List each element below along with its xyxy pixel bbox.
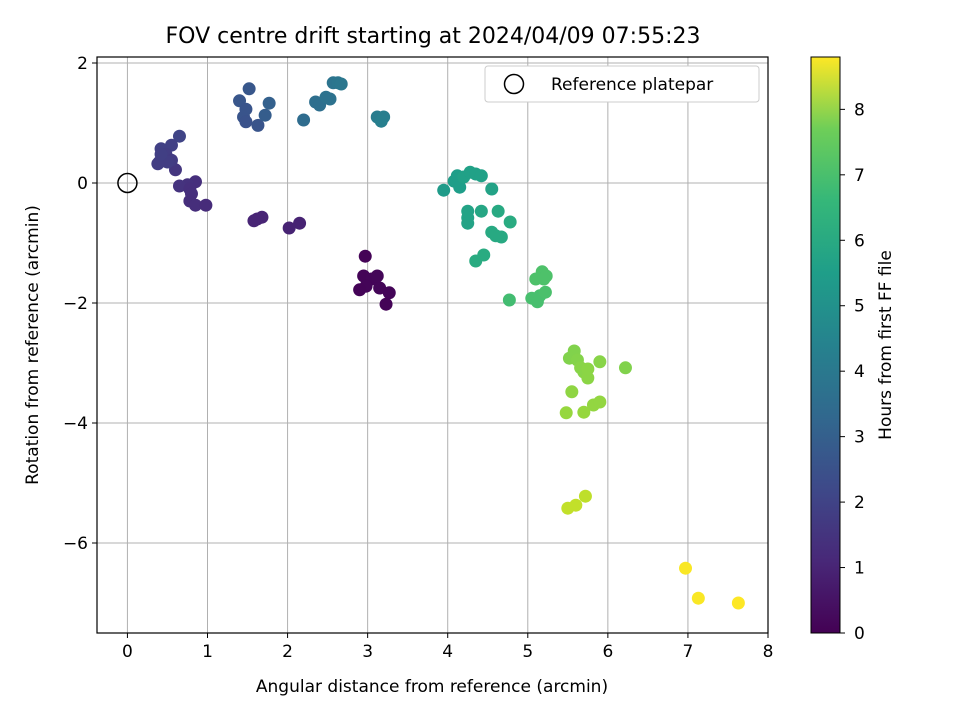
colorbar-bar xyxy=(810,56,841,634)
colorbar-tick-label: 0 xyxy=(854,624,865,644)
reference-platepar-marker xyxy=(117,172,138,194)
x-tick-label: 1 xyxy=(202,642,213,662)
scatter-points xyxy=(151,76,745,610)
y-tick-label: −6 xyxy=(63,534,88,554)
scatter-point xyxy=(593,355,607,369)
scatter-point xyxy=(262,96,276,110)
scatter-point xyxy=(502,293,516,307)
scatter-point xyxy=(172,129,186,143)
scatter-point xyxy=(382,286,396,300)
scatter-point xyxy=(154,147,168,161)
scatter-point xyxy=(437,183,451,197)
legend: Reference platepar xyxy=(484,65,760,103)
scatter-point xyxy=(538,285,552,299)
scatter-point xyxy=(370,269,384,283)
scatter-point xyxy=(593,395,607,409)
scatter-point xyxy=(561,501,575,515)
colorbar-tick-label: 5 xyxy=(854,297,865,317)
colorbar-tick-label: 4 xyxy=(854,362,865,382)
scatter-point xyxy=(188,198,202,212)
scatter-point xyxy=(494,230,508,244)
scatter-point xyxy=(247,214,261,228)
x-tick-label: 3 xyxy=(362,642,373,662)
legend-box xyxy=(484,65,760,103)
scatter-point xyxy=(353,283,367,297)
y-axis-label: Rotation from reference (arcmin) xyxy=(23,205,43,485)
colorbar-tick-label: 3 xyxy=(854,428,865,448)
colorbar-tick-label: 7 xyxy=(854,166,865,186)
x-tick-label: 5 xyxy=(522,642,533,662)
x-tick-label: 2 xyxy=(282,642,293,662)
scatter-point xyxy=(469,254,483,268)
scatter-point xyxy=(559,406,573,420)
colorbar-tick-label: 8 xyxy=(854,100,865,120)
scatter-point xyxy=(251,118,265,132)
colorbar-tick-label: 1 xyxy=(854,559,865,579)
colorbar-tick-label: 2 xyxy=(854,493,865,513)
scatter-point xyxy=(323,92,337,106)
y-tick-label: 0 xyxy=(77,174,88,194)
x-tick-label: 6 xyxy=(602,642,613,662)
scatter-point xyxy=(485,182,499,196)
scatter-point xyxy=(537,272,551,286)
scatter-point xyxy=(282,221,296,235)
colorbar-label: Hours from first FF file xyxy=(876,250,896,440)
scatter-point xyxy=(461,216,475,230)
scatter-point xyxy=(565,385,579,399)
x-axis-label: Angular distance from reference (arcmin) xyxy=(256,677,608,697)
scatter-point xyxy=(474,204,488,218)
scatter-point xyxy=(618,361,632,375)
scatter-point xyxy=(374,114,388,128)
scatter-point xyxy=(293,216,307,230)
scatter-point xyxy=(731,596,745,610)
scatter-point xyxy=(679,561,693,575)
scatter-point xyxy=(691,591,705,605)
scatter-point xyxy=(199,198,213,212)
colorbar-tick-label: 6 xyxy=(854,231,865,251)
scatter-point xyxy=(379,297,393,311)
chart-title: FOV centre drift starting at 2024/04/09 … xyxy=(166,24,701,49)
scatter-point xyxy=(239,115,253,129)
scatter-point xyxy=(578,489,592,503)
scatter-point xyxy=(581,371,595,385)
y-tick-label: −4 xyxy=(63,414,88,434)
scatter-point xyxy=(491,204,505,218)
scatter-point xyxy=(297,113,311,127)
scatter-point xyxy=(503,215,517,229)
scatter-point xyxy=(172,179,186,193)
scatter-point xyxy=(334,77,348,91)
colorbar: 0 1 2 3 4 5 6 7 8 Hours from first FF file xyxy=(810,56,896,644)
scatter-point xyxy=(258,108,272,122)
y-tick-label: 2 xyxy=(77,54,88,74)
x-tick-label: 8 xyxy=(763,642,774,662)
plot-frame xyxy=(96,56,769,634)
scatter-point xyxy=(581,362,595,376)
scatter-point xyxy=(242,82,256,96)
grid-layer xyxy=(97,57,769,633)
x-axis-ticks: 0 1 2 3 4 5 6 7 8 xyxy=(122,633,773,662)
y-tick-label: −2 xyxy=(63,294,88,314)
scatter-point xyxy=(577,405,591,419)
legend-entry-label: Reference platepar xyxy=(551,75,713,95)
y-axis-ticks: 2 0 −2 −4 −6 xyxy=(63,54,97,554)
scatter-point xyxy=(453,180,467,194)
scatter-point xyxy=(474,169,488,183)
x-tick-label: 7 xyxy=(683,642,694,662)
x-tick-label: 4 xyxy=(442,642,453,662)
scatter-point xyxy=(358,249,372,263)
colorbar-ticks: 0 1 2 3 4 5 6 7 8 xyxy=(840,100,865,644)
scatter-point xyxy=(373,281,387,295)
legend-marker-icon xyxy=(503,73,525,95)
x-tick-label: 0 xyxy=(122,642,133,662)
